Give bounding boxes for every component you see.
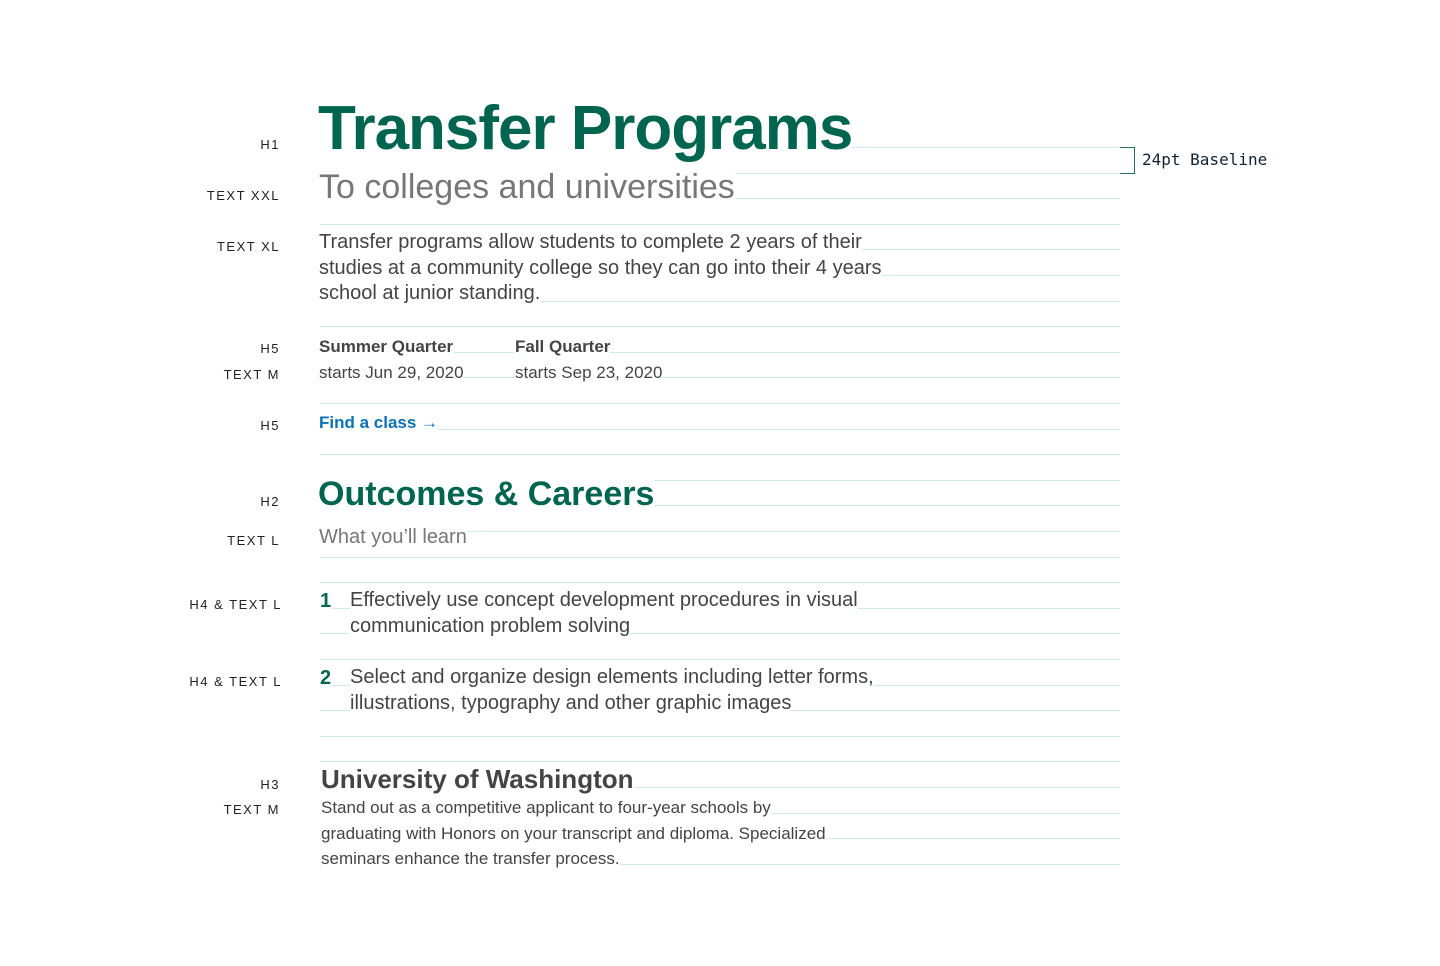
baseline-line xyxy=(320,351,1120,353)
intro-line: studies at a community college so they c… xyxy=(319,256,882,282)
baseline-line xyxy=(320,326,1120,328)
label-h2: H2 xyxy=(260,494,280,509)
outcome-number: 1 xyxy=(320,590,332,612)
quarter-start: starts Jun 29, 2020 xyxy=(319,363,464,382)
university-text: graduating with Honors on your transcrip… xyxy=(321,821,826,847)
find-class-link[interactable]: Find a class → xyxy=(319,413,439,432)
label-h3: H3 xyxy=(260,777,280,792)
label-text-l: TEXT L xyxy=(227,533,280,548)
outcome-line: Select and organize design elements incl… xyxy=(350,665,874,691)
outcome-line: illustrations, typography and other grap… xyxy=(350,691,792,717)
baseline-line xyxy=(320,863,1120,865)
baseline-line xyxy=(320,582,1120,584)
quarter-name: Summer Quarter xyxy=(319,337,454,356)
baseline-line xyxy=(320,300,1120,302)
baseline-label: 24pt Baseline xyxy=(1142,150,1268,169)
baseline-line xyxy=(320,223,1120,225)
outcome-line: Effectively use concept development proc… xyxy=(350,588,858,614)
label-text-xl: TEXT XL xyxy=(216,239,280,254)
label-text-xxl: TEXT XXL xyxy=(206,188,280,203)
label-h4: H4 & TEXT L xyxy=(189,674,282,689)
section-heading: Outcomes & Careers xyxy=(318,475,655,513)
baseline-line xyxy=(320,403,1120,404)
outcome-line: communication problem solving xyxy=(350,614,631,640)
label-h5: H5 xyxy=(260,341,280,356)
baseline-line xyxy=(320,479,1120,481)
baseline-line xyxy=(320,428,1120,430)
baseline-line xyxy=(320,735,1120,737)
university-text: Stand out as a competitive applicant to … xyxy=(321,795,771,821)
baseline-line xyxy=(320,505,1120,507)
label-text-m: TEXT M xyxy=(223,802,280,817)
baseline-line xyxy=(320,556,1120,558)
quarter-name: Fall Quarter xyxy=(515,337,611,356)
subtitle: To colleges and universities xyxy=(319,168,735,206)
intro-line: Transfer programs allow students to comp… xyxy=(319,230,862,256)
section-subheading: What you’ll learn xyxy=(319,526,467,548)
intro-line: school at junior standing. xyxy=(319,281,541,307)
university-heading: University of Washington xyxy=(321,764,634,794)
label-text-m: TEXT M xyxy=(223,367,280,382)
baseline-line xyxy=(320,633,1120,635)
label-h1: H1 xyxy=(260,137,280,152)
baseline-line xyxy=(320,454,1120,456)
university-text: seminars enhance the transfer process. xyxy=(321,846,620,872)
baseline-line xyxy=(320,659,1120,660)
page-title: Transfer Programs xyxy=(318,94,853,163)
baseline-line xyxy=(320,377,1120,379)
outcome-number: 2 xyxy=(320,667,332,689)
baseline-bracket xyxy=(1120,147,1135,174)
quarter-start: starts Sep 23, 2020 xyxy=(515,363,663,382)
baseline-line xyxy=(320,761,1120,763)
label-h4: H4 & TEXT L xyxy=(189,597,282,612)
label-h5: H5 xyxy=(260,418,280,433)
baseline-line xyxy=(320,531,1120,532)
baseline-line xyxy=(320,787,1120,788)
